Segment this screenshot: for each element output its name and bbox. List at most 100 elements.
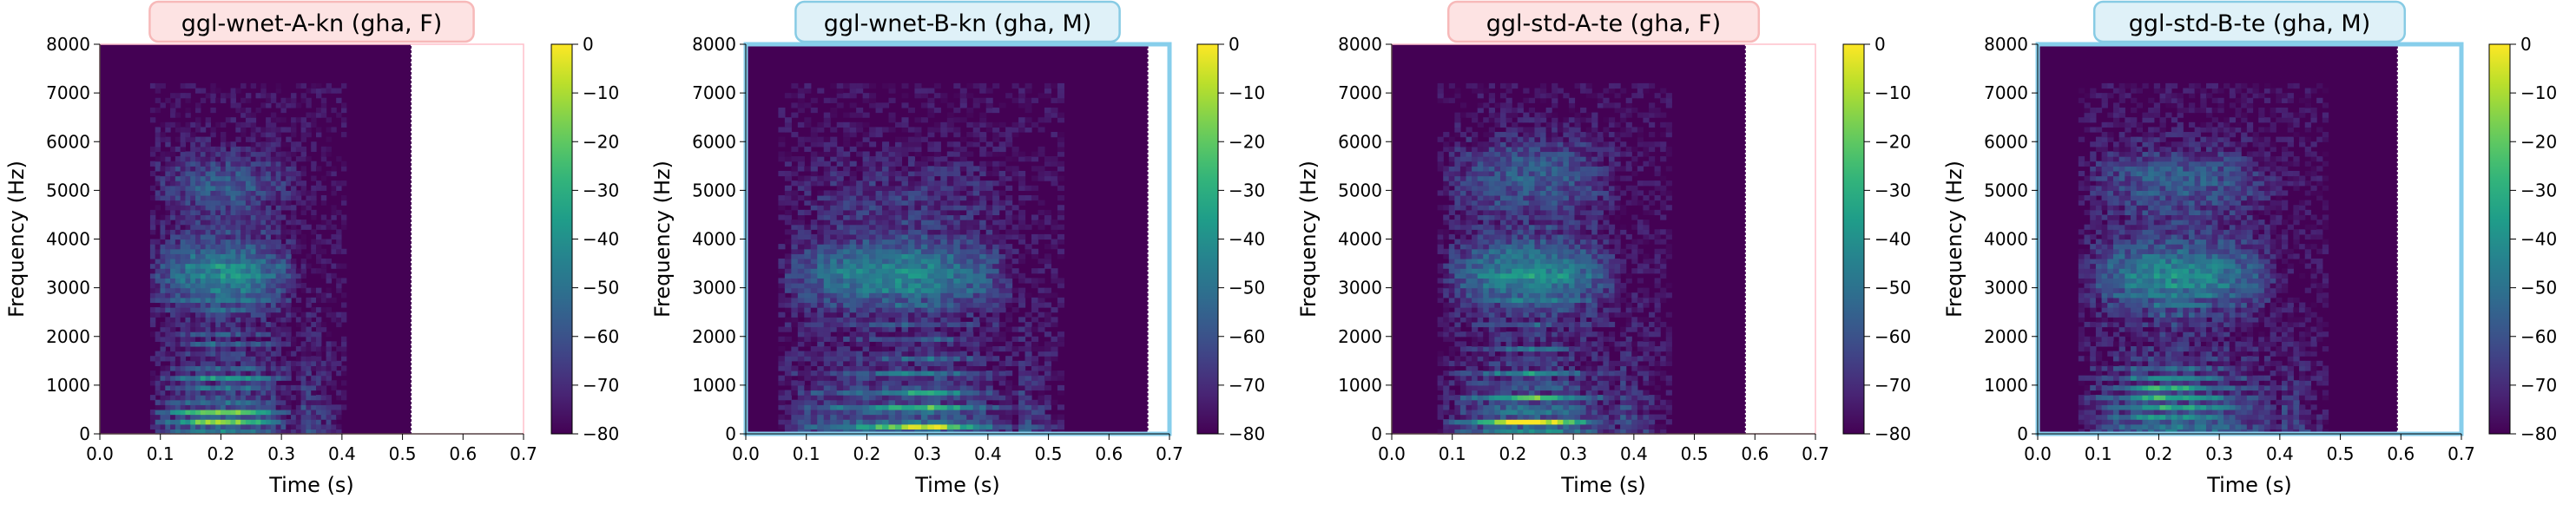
heatmap-cell (311, 375, 317, 381)
heatmap-cell (920, 93, 928, 99)
heatmap-cell (170, 214, 176, 220)
heatmap-cell (220, 205, 227, 211)
heatmap-cell (326, 419, 332, 425)
heatmap-cell (210, 302, 216, 308)
heatmap-cell (830, 312, 838, 318)
heatmap-cell (862, 414, 870, 420)
heatmap-cell (953, 224, 961, 230)
heatmap-cell (823, 414, 831, 420)
heatmap-cell (280, 185, 287, 191)
heatmap-cell (250, 278, 257, 284)
heatmap-cell (778, 345, 786, 352)
heatmap-cell (933, 224, 941, 230)
heatmap-cell (155, 312, 161, 318)
heatmap-cell (245, 302, 252, 308)
heatmap-cell (1044, 156, 1052, 162)
heatmap-cell (888, 297, 896, 304)
heatmap-cell (856, 185, 864, 191)
heatmap-cell (849, 292, 857, 298)
heatmap-cell (185, 268, 191, 274)
heatmap-cell (1437, 136, 1444, 142)
heatmap-cell (849, 336, 857, 342)
heatmap-cell (331, 404, 337, 410)
heatmap-cell (778, 214, 786, 220)
heatmap-cell (817, 220, 825, 226)
heatmap-cell (170, 224, 176, 230)
heatmap-cell (185, 166, 191, 172)
heatmap-cell (205, 419, 211, 425)
heatmap-cell (170, 371, 176, 377)
heatmap-cell (992, 190, 1000, 196)
heatmap-cell (300, 375, 307, 381)
heatmap-cell (320, 399, 327, 405)
heatmap-cell (195, 200, 201, 206)
heatmap-cell (894, 429, 903, 435)
heatmap-cell (230, 175, 236, 181)
heatmap-cell (205, 283, 211, 289)
heatmap-cell (888, 97, 896, 103)
heatmap-cell (933, 278, 941, 284)
heatmap-cell (1024, 419, 1032, 425)
heatmap-cell (190, 312, 196, 318)
heatmap-cell (205, 404, 211, 410)
heatmap-cell (823, 384, 831, 391)
heatmap-cell (914, 312, 922, 318)
heatmap-cell (190, 302, 196, 308)
heatmap-cell (280, 170, 287, 177)
heatmap-cell (830, 419, 838, 425)
heatmap-cell (326, 404, 332, 410)
heatmap-cell (155, 141, 161, 148)
heatmap-cell (992, 194, 1000, 201)
heatmap-cell (856, 380, 864, 386)
heatmap-cell (300, 268, 307, 274)
heatmap-cell (205, 166, 211, 172)
heatmap-cell (185, 194, 191, 201)
heatmap-cell (280, 423, 287, 430)
heatmap-cell (340, 336, 347, 342)
heatmap-cell (901, 351, 909, 357)
heatmap-cell (235, 390, 241, 396)
heatmap-cell (1005, 93, 1013, 99)
heatmap-cell (778, 200, 786, 206)
heatmap-cell (195, 185, 201, 191)
heatmap-cell (175, 229, 181, 235)
heatmap-cell (316, 317, 322, 323)
heatmap-cell (823, 429, 831, 435)
heatmap-cell (255, 220, 261, 226)
heatmap-cell (810, 321, 818, 328)
heatmap-cell (316, 82, 322, 89)
heatmap-cell (1448, 268, 1455, 274)
heatmap-cell (331, 272, 337, 279)
heatmap-cell (959, 180, 967, 187)
heatmap-cell (959, 200, 967, 206)
heatmap-cell (959, 297, 967, 304)
heatmap-cell (200, 127, 207, 133)
heatmap-cell (316, 112, 322, 118)
heatmap-cell (255, 356, 261, 362)
heatmap-cell (1057, 384, 1064, 391)
heatmap-cell (266, 287, 272, 293)
heatmap-cell (1031, 156, 1039, 162)
heatmap-cell (326, 345, 332, 352)
heatmap-cell (797, 326, 805, 332)
heatmap-cell (901, 244, 909, 250)
heatmap-cell (1018, 297, 1026, 304)
heatmap-cell (185, 272, 191, 279)
heatmap-cell (220, 341, 227, 347)
heatmap-cell (953, 414, 961, 420)
heatmap-cell (862, 307, 870, 313)
heatmap-cell (901, 429, 909, 435)
heatmap-cell (215, 390, 221, 396)
heatmap-cell (985, 107, 993, 114)
heatmap-cell (836, 345, 844, 352)
heatmap-cell (255, 380, 261, 386)
heatmap-cell (843, 321, 851, 328)
heatmap-cell (804, 278, 812, 284)
heatmap-cell (291, 409, 297, 416)
heatmap-cell (992, 205, 1000, 211)
heatmap-cell (1437, 161, 1444, 167)
heatmap-cell (291, 93, 297, 99)
heatmap-cell (286, 326, 292, 332)
heatmap-cell (220, 190, 227, 196)
heatmap-cell (270, 180, 277, 187)
